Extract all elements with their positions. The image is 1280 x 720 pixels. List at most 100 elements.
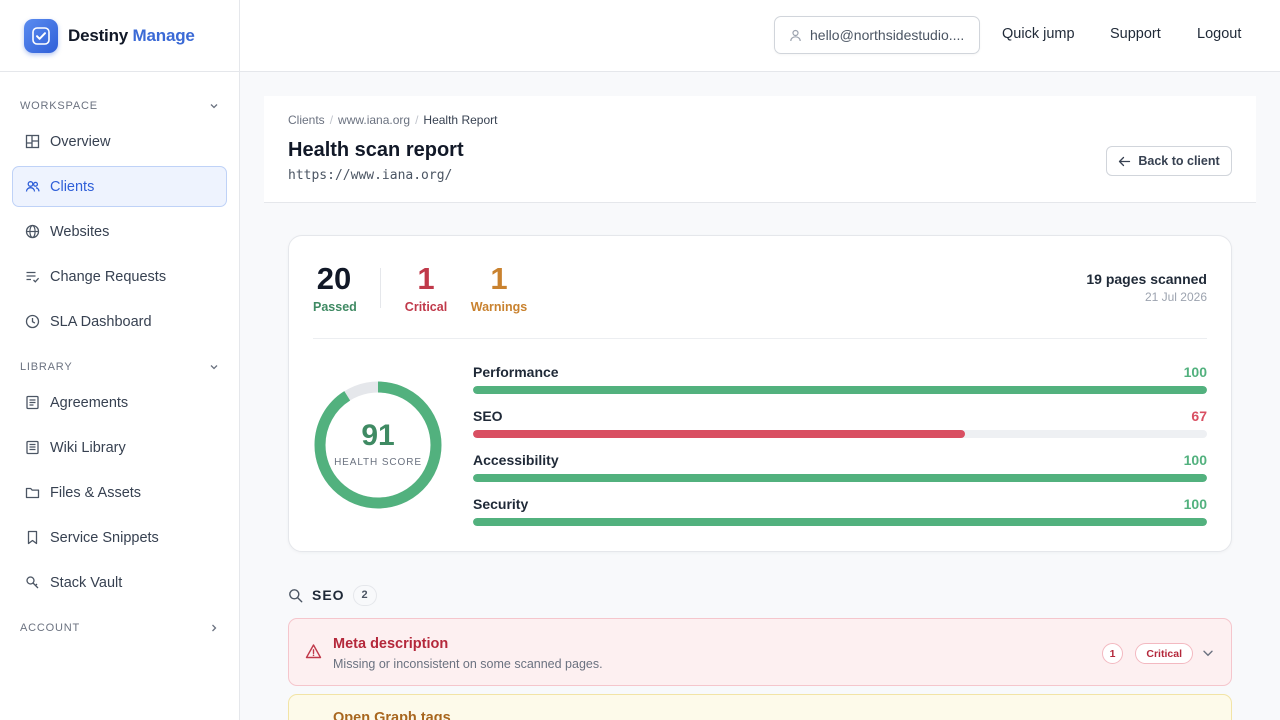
search-icon [288,588,303,603]
stat-passed-value: 20 [316,261,352,296]
sidebar-item-clients[interactable]: Clients [12,166,227,207]
divider [313,338,1207,339]
sidebar-item-label: Overview [50,133,111,150]
breadcrumb-current: Health Report [423,113,498,127]
sidebar-item-overview[interactable]: Overview [12,121,227,162]
issues-section-header: SEO 2 [288,584,377,606]
breadcrumb: Clients / www.iana.org / Health Report [288,113,498,127]
chevron-right-icon [209,623,219,633]
scan-date: 21 Jul 2026 [1144,290,1207,304]
sidebar-item-stack-vault[interactable]: Stack Vault [12,562,227,603]
sidebar-item-agreements[interactable]: Agreements [12,382,227,423]
critical-badge: Critical [1135,643,1193,664]
logout-link[interactable]: Logout [1197,26,1242,42]
key-icon [25,575,40,590]
metric-value: 67 [1191,408,1207,424]
stat-passed: 20 Passed [313,261,357,315]
metric-track [473,386,1207,394]
metric-value: 100 [1183,496,1207,512]
globe-icon [25,224,40,239]
metric-security: Security 100 [473,496,1207,526]
stat-passed-label: Passed [313,300,357,314]
metric-bar [473,430,965,438]
stat-divider [380,268,381,308]
sidebar-item-label: Clients [50,178,95,195]
page-url: https://www.iana.org/ [288,168,453,183]
sidebar-item-label: Files & Assets [50,484,142,501]
health-score-label: HEALTH SCORE [334,457,422,468]
health-score-gauge [314,381,442,509]
users-icon [25,179,40,194]
check-badge-icon [24,18,58,53]
issues-count-badge: 2 [352,584,377,606]
breadcrumb-site[interactable]: www.iana.org [338,113,411,127]
metric-value: 100 [1183,452,1207,468]
layout-icon [25,134,40,149]
sidebar-item-change-requests[interactable]: Change Requests [12,256,227,297]
issue-description: Missing or inconsistent on some scanned … [333,657,603,671]
metric-performance: Performance 100 [473,364,1207,394]
issues-section-title: SEO [312,587,345,603]
metric-value: 100 [1183,364,1207,380]
file-text-icon [25,395,40,410]
pages-scanned: 19 pages scanned [1086,271,1207,287]
chevron-down-icon [209,362,219,372]
gauge-arc [314,381,442,509]
metric-bar [473,518,1207,526]
health-summary-card: 20 Passed 1 Critical 1 Warnings 19 pages… [288,235,1232,552]
sidebar-item-label: Stack Vault [50,574,123,591]
bookmark-icon [25,530,40,545]
sidebar-item-files-assets[interactable]: Files & Assets [12,472,227,513]
breadcrumb-clients[interactable]: Clients [288,113,325,127]
metric-seo: SEO 67 [473,408,1207,438]
section-label: LIBRARY [20,361,73,373]
user-menu[interactable]: hello@northsidestudio.... [774,16,980,54]
support-link[interactable]: Support [1110,26,1161,42]
section-library[interactable]: LIBRARY [0,357,239,377]
section-account[interactable]: ACCOUNT [0,618,239,638]
page-title: Health scan report [288,139,464,161]
list-check-icon [25,269,40,284]
metric-track [473,430,1207,438]
sidebar-item-label: Change Requests [50,268,167,285]
back-to-client-label: Back to client [1138,154,1220,168]
issue-meta-description[interactable]: Meta description Missing or inconsistent… [288,618,1232,686]
back-to-client-button[interactable]: Back to client [1106,146,1232,176]
metric-name: Accessibility [473,452,559,468]
sidebar-item-sla-dashboard[interactable]: SLA Dashboard [12,301,227,342]
warning-triangle-icon [305,643,322,660]
user-email: hello@northsidestudio.... [810,27,965,43]
chevron-down-icon[interactable] [1201,646,1215,660]
metric-name: Performance [473,364,559,380]
sidebar-item-service-snippets[interactable]: Service Snippets [12,517,227,558]
sidebar-item-wiki-library[interactable]: Wiki Library [12,427,227,468]
issue-title: Open Graph tags [333,710,451,720]
section-workspace[interactable]: WORKSPACE [0,96,239,116]
sidebar-item-label: Agreements [50,394,129,411]
brand-accent: Manage [132,25,195,45]
metric-track [473,474,1207,482]
book-icon [25,440,40,455]
stat-warnings: 1 Warnings [469,262,529,315]
user-icon [789,29,802,42]
topbar: hello@northsidestudio.... Quick jump Sup… [240,0,1280,72]
sidebar-item-websites[interactable]: Websites [12,211,227,252]
quick-jump-link[interactable]: Quick jump [1002,26,1075,42]
sidebar: Destiny Manage WORKSPACE Overview Client… [0,0,240,720]
issue-title: Meta description [333,636,449,652]
metric-bar [473,474,1207,482]
chevron-down-icon [209,101,219,111]
stat-critical-value: 1 [417,261,435,296]
metric-name: Security [473,496,529,512]
stat-warnings-label: Warnings [470,300,528,314]
metric-name: SEO [473,408,503,424]
metric-bar [473,386,1207,394]
issue-open-graph-tags[interactable]: Open Graph tags [288,694,1232,720]
brand[interactable]: Destiny Manage [0,0,239,72]
issue-count-badge: 1 [1102,643,1123,664]
sidebar-item-label: Wiki Library [50,439,126,456]
health-score-value: 91 [361,419,395,452]
stat-critical-label: Critical [404,300,448,314]
brand-name: Destiny Manage [68,25,195,45]
metric-track [473,518,1207,526]
